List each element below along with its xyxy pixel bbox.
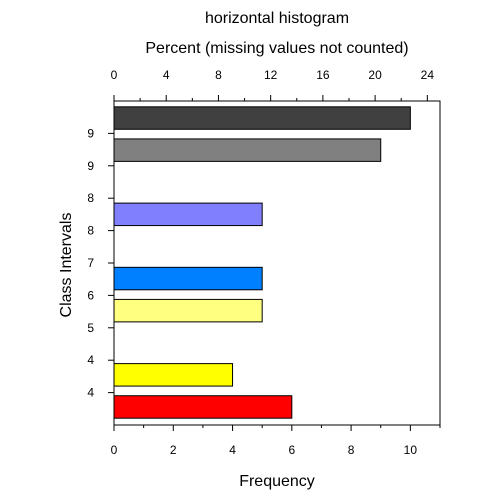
bar — [113, 298, 263, 323]
x-tick-label: 0 — [111, 443, 118, 457]
top-tick-label: 16 — [316, 68, 330, 82]
bar — [113, 138, 382, 162]
x-tick-label: 10 — [404, 443, 418, 457]
top-tick-label: 24 — [421, 68, 435, 82]
bar — [113, 266, 263, 291]
y-tick-label: 9 — [87, 126, 94, 140]
top-axis-label: Percent (missing values not counted) — [145, 40, 408, 57]
y-tick-label: 5 — [87, 321, 94, 335]
x-tick-label: 2 — [170, 443, 177, 457]
y-tick-label: 7 — [87, 256, 94, 270]
x-axis-label: Frequency — [239, 473, 315, 490]
bar — [113, 363, 234, 387]
bar — [113, 202, 263, 227]
top-tick-label: 4 — [163, 68, 170, 82]
y-tick-label: 8 — [87, 224, 94, 238]
y-tick-label: 6 — [87, 288, 94, 302]
bars-layer — [113, 106, 411, 419]
top-tick-label: 20 — [368, 68, 382, 82]
x-tick-label: 4 — [229, 443, 236, 457]
y-tick-label: 4 — [87, 353, 94, 367]
top-tick-label: 8 — [215, 68, 222, 82]
chart-title: horizontal histogram — [205, 10, 349, 27]
x-tick-label: 6 — [288, 443, 295, 457]
x-tick-label: 8 — [348, 443, 355, 457]
top-tick-label: 0 — [111, 68, 118, 82]
y-tick-label: 9 — [87, 159, 94, 173]
bar — [113, 106, 411, 130]
top-tick-label: 12 — [264, 68, 278, 82]
bar — [113, 395, 293, 419]
y-tick-label: 8 — [87, 191, 94, 205]
y-axis-label: Class Intervals — [58, 213, 75, 318]
y-tick-label: 4 — [87, 386, 94, 400]
